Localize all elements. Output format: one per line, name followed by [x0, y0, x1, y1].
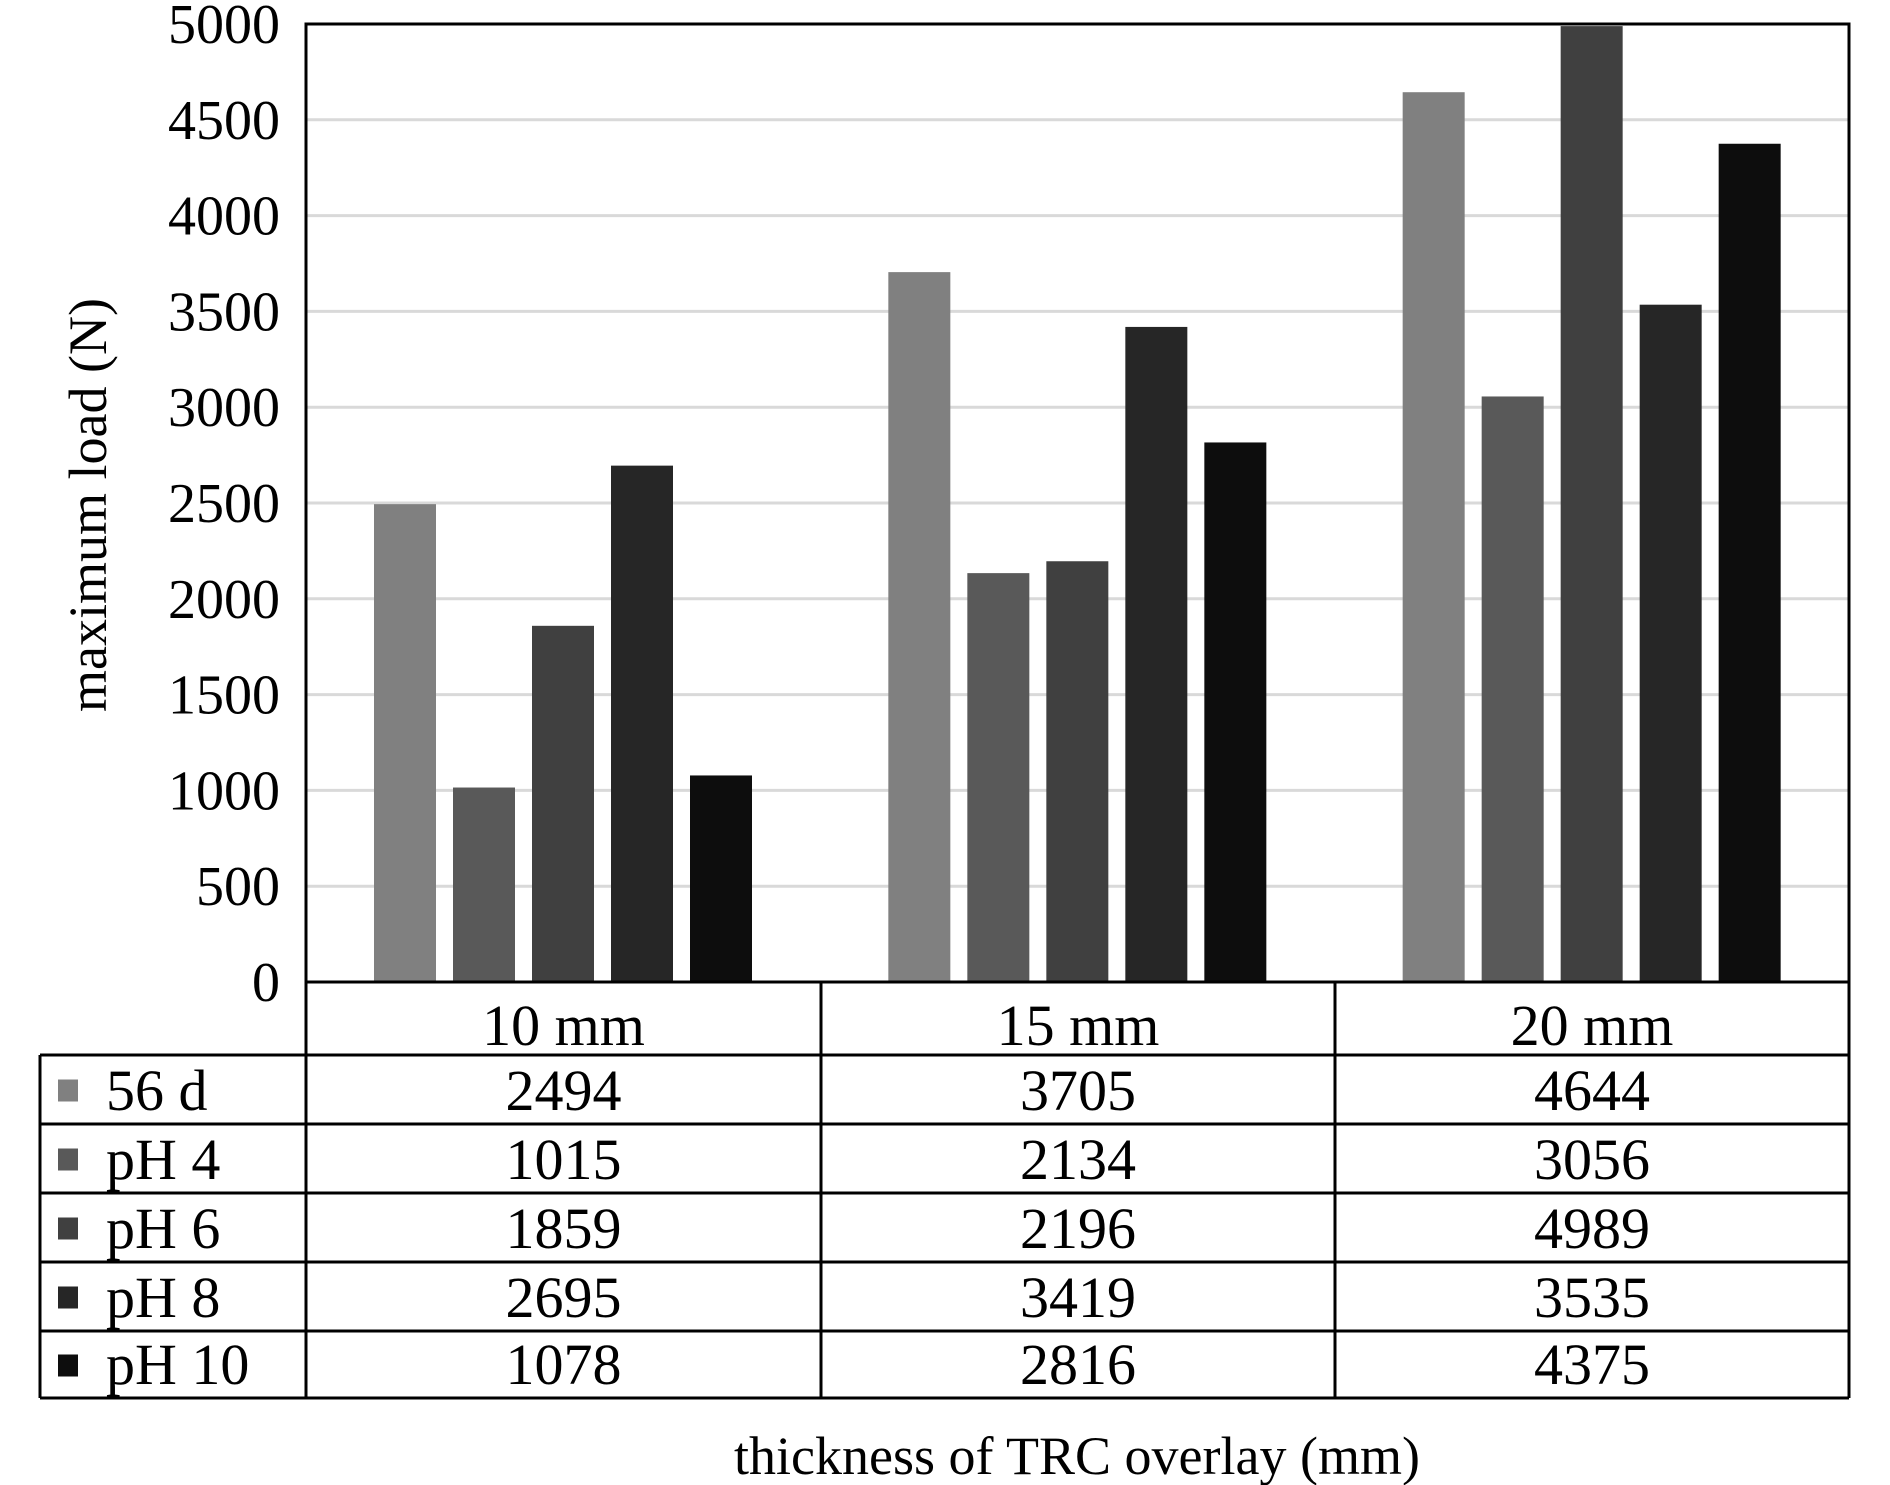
- y-tick-label: 5000: [168, 0, 280, 56]
- data-value: 4375: [1534, 1332, 1650, 1397]
- y-tick-labels: 0 500 1000 1500 2000 2500 3000 3500 4000 4500 5000: [168, 0, 280, 1014]
- bar-ph-4-10-mm: [453, 787, 515, 982]
- data-value: 2196: [1020, 1196, 1136, 1261]
- bar-56-d-10-mm: [374, 504, 436, 982]
- bars: [374, 26, 1781, 983]
- data-value: 1078: [506, 1332, 622, 1397]
- legend-swatch: [58, 1217, 78, 1240]
- bar-56-d-15-mm: [888, 272, 951, 982]
- y-tick-label: 1000: [168, 760, 280, 822]
- y-tick-label: 2500: [168, 473, 280, 535]
- bar-ph-10-20-mm: [1718, 143, 1781, 982]
- legend-swatch: [58, 1354, 78, 1377]
- legend-label: pH 10: [106, 1332, 249, 1397]
- bar-ph-4-20-mm: [1481, 396, 1544, 982]
- legend-swatch: [58, 1286, 78, 1309]
- data-value: 3419: [1020, 1265, 1136, 1330]
- y-tick-label: 0: [252, 952, 280, 1014]
- legend-label: pH 4: [106, 1127, 220, 1192]
- x-axis-title: thickness of TRC overlay (mm): [734, 1426, 1420, 1485]
- data-value: 2134: [1020, 1127, 1136, 1192]
- data-value: 3056: [1534, 1127, 1650, 1192]
- category-header: 10 mm: [482, 993, 645, 1058]
- y-tick-label: 3000: [168, 377, 280, 439]
- legend-label: pH 8: [106, 1265, 220, 1330]
- bar-ph-4-15-mm: [967, 573, 1030, 982]
- bar-ph-10-10-mm: [690, 775, 752, 982]
- y-tick-label: 4500: [168, 90, 280, 152]
- bar-ph-6-20-mm: [1560, 26, 1623, 982]
- legend-swatch: [58, 1079, 78, 1102]
- data-value: 2695: [506, 1265, 622, 1330]
- y-axis-title: maximum load (N): [58, 298, 118, 712]
- data-value: 1859: [506, 1196, 622, 1261]
- data-value: 4644: [1534, 1058, 1650, 1123]
- y-tick-label: 4000: [168, 186, 280, 248]
- y-tick-label: 500: [196, 856, 280, 918]
- category-header: 15 mm: [997, 993, 1160, 1058]
- bar-ph-6-10-mm: [532, 625, 594, 982]
- bar-ph-6-15-mm: [1046, 561, 1109, 982]
- y-tick-label: 3500: [168, 281, 280, 343]
- category-header: 20 mm: [1511, 993, 1674, 1058]
- bar-ph-8-10-mm: [611, 465, 673, 982]
- data-value: 4989: [1534, 1196, 1650, 1261]
- data-value: 3705: [1020, 1058, 1136, 1123]
- data-table: 10 mm 15 mm 20 mm 56 d 2494 3705 4644 pH 4 1015 2…: [38, 980, 1851, 1400]
- data-value: 2494: [506, 1058, 622, 1123]
- bar-56-d-20-mm: [1402, 92, 1465, 983]
- legend-label: 56 d: [106, 1058, 208, 1123]
- data-value: 1015: [506, 1127, 622, 1192]
- bar-ph-10-15-mm: [1204, 442, 1267, 982]
- legend-swatch: [58, 1148, 78, 1171]
- bar-ph-8-20-mm: [1639, 304, 1702, 983]
- data-value: 3535: [1534, 1265, 1650, 1330]
- data-value: 2816: [1020, 1332, 1136, 1397]
- bar-ph-8-15-mm: [1125, 326, 1188, 983]
- y-tick-label: 1500: [168, 665, 280, 727]
- y-tick-label: 2000: [168, 569, 280, 631]
- legend-label: pH 6: [106, 1196, 220, 1261]
